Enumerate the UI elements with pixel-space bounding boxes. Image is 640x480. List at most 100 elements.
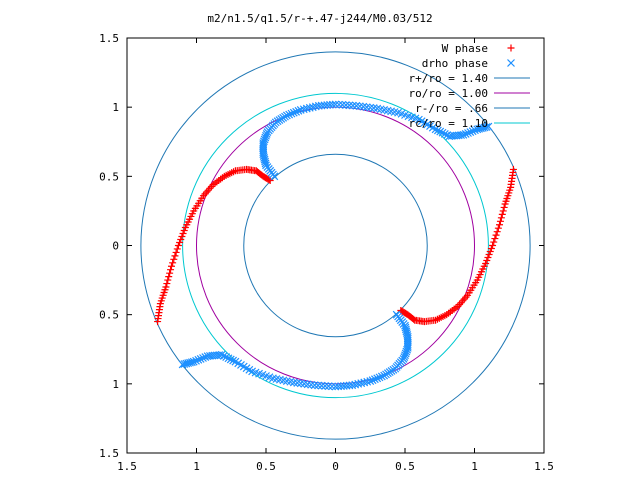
data-point: [368, 376, 377, 385]
data-point: [363, 377, 372, 386]
data-point: [464, 129, 472, 137]
plot-frame: [126, 37, 545, 454]
x-tick-label: 0.5: [395, 460, 415, 473]
data-point: [403, 336, 412, 345]
data-point: [366, 377, 375, 385]
y-tick-label: 1.5: [99, 32, 119, 45]
data-point: [162, 283, 170, 291]
circle-2: [243, 153, 428, 338]
data-point: [324, 382, 333, 391]
data-point: [459, 297, 467, 305]
data-point: [169, 259, 177, 267]
legend-marker: [507, 59, 515, 67]
data-point: [178, 233, 186, 241]
data-point: [440, 129, 449, 138]
data-point: [203, 352, 212, 361]
data-point: [373, 374, 382, 383]
data-point: [459, 130, 468, 139]
data-point: [490, 238, 498, 246]
data-point: [167, 262, 175, 270]
y-tick-label: 1.5: [99, 447, 119, 460]
data-point: [500, 203, 508, 211]
data-point: [164, 276, 172, 284]
data-point: [484, 122, 493, 131]
x-tick-label: 1: [471, 460, 478, 473]
data-point: [314, 381, 323, 390]
data-point: [317, 381, 326, 390]
data-point: [266, 176, 274, 184]
data-point: [494, 224, 502, 232]
legend-label: r-/ro = .66: [415, 102, 488, 115]
data-point: [342, 101, 350, 110]
data-point: [282, 111, 291, 120]
circle-1: [196, 106, 475, 385]
data-point: [438, 128, 447, 137]
data-point: [302, 104, 311, 113]
data-point: [471, 126, 479, 135]
data-point: [178, 360, 187, 369]
data-point: [443, 131, 452, 139]
data-point: [497, 214, 505, 222]
data-point: [285, 110, 294, 119]
data-point: [180, 227, 188, 235]
series-0: [154, 165, 517, 326]
data-point: [496, 221, 504, 229]
data-point: [460, 295, 468, 303]
legend-label: rc/ro = 1.10: [409, 117, 488, 130]
data-point: [492, 231, 500, 239]
data-point: [176, 239, 184, 247]
data-point: [204, 186, 212, 194]
data-point: [222, 353, 231, 362]
series-1: [178, 100, 493, 391]
data-point: [487, 244, 495, 252]
data-point: [433, 126, 442, 135]
data-point: [172, 248, 180, 256]
data-point: [468, 127, 477, 136]
data-point: [377, 372, 386, 381]
data-point: [224, 354, 233, 363]
data-point: [259, 146, 268, 155]
legend-label: drho phase: [422, 57, 488, 70]
data-point: [194, 355, 203, 364]
data-point: [305, 103, 314, 112]
data-point: [289, 108, 298, 117]
data-point: [331, 382, 340, 391]
data-point: [431, 125, 440, 134]
data-series: [154, 100, 517, 391]
data-point: [466, 128, 475, 136]
data-point: [335, 100, 343, 109]
data-point: [165, 273, 173, 281]
data-point: [206, 352, 214, 360]
y-tick-label: 1: [112, 101, 119, 114]
legend-label: ro/ro = 1.00: [409, 87, 488, 100]
data-point: [496, 217, 504, 225]
data-point: [354, 379, 363, 388]
data-point: [482, 123, 491, 131]
circle-3: [182, 92, 489, 399]
data-point: [173, 245, 181, 253]
x-tick-label: 1.5: [117, 460, 137, 473]
data-point: [259, 150, 268, 159]
data-point: [400, 353, 409, 362]
data-point: [375, 373, 384, 382]
data-point: [338, 100, 347, 109]
data-point: [328, 382, 336, 391]
y-tick-label: 0.5: [99, 170, 119, 183]
data-point: [192, 356, 200, 365]
data-point: [499, 207, 507, 215]
y-tick-label: 0: [112, 240, 119, 253]
data-point: [485, 250, 493, 258]
legend-label: W phase: [442, 42, 488, 55]
data-point: [483, 256, 491, 264]
data-point: [498, 210, 506, 218]
data-point: [486, 247, 494, 255]
data-point: [180, 360, 189, 368]
legend: W phase drho phase r+/ro = 1.40 ro/ro = 1.0…: [409, 42, 530, 130]
data-point: [360, 378, 369, 387]
data-point: [229, 356, 238, 365]
legend-marker: [507, 44, 515, 52]
data-point: [203, 188, 211, 196]
data-point: [177, 236, 185, 244]
x-tick-label: 1: [193, 460, 200, 473]
